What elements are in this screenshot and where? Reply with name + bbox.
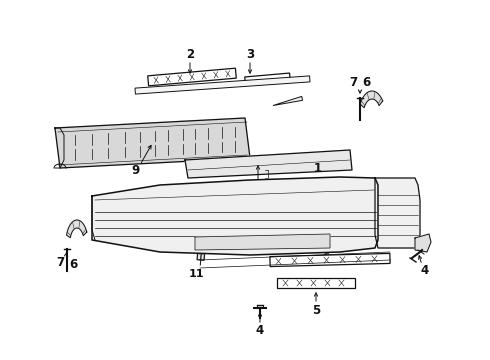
Polygon shape — [195, 234, 330, 250]
Polygon shape — [360, 91, 383, 108]
Text: 2: 2 — [186, 48, 194, 60]
Polygon shape — [67, 220, 87, 238]
Text: 3: 3 — [246, 48, 254, 60]
Polygon shape — [92, 177, 378, 255]
Polygon shape — [55, 118, 250, 168]
Text: 7: 7 — [349, 76, 357, 89]
Text: 7: 7 — [56, 256, 64, 269]
Bar — [147, 68, 236, 86]
Polygon shape — [415, 234, 431, 252]
Polygon shape — [185, 150, 352, 178]
Bar — [270, 253, 390, 266]
Text: 6: 6 — [69, 257, 77, 270]
Bar — [135, 76, 310, 94]
Text: 4: 4 — [421, 265, 429, 278]
Text: 1: 1 — [314, 162, 322, 175]
Bar — [277, 278, 355, 288]
Text: 9: 9 — [131, 163, 139, 176]
Text: 11: 11 — [188, 269, 204, 279]
Text: 5: 5 — [312, 303, 320, 316]
Text: 10: 10 — [328, 238, 343, 248]
Bar — [245, 73, 290, 85]
Polygon shape — [273, 96, 302, 105]
Text: 6: 6 — [362, 76, 370, 89]
Polygon shape — [375, 178, 420, 248]
Text: 8: 8 — [254, 184, 262, 198]
Bar — [197, 238, 206, 260]
Text: 4: 4 — [256, 324, 264, 338]
